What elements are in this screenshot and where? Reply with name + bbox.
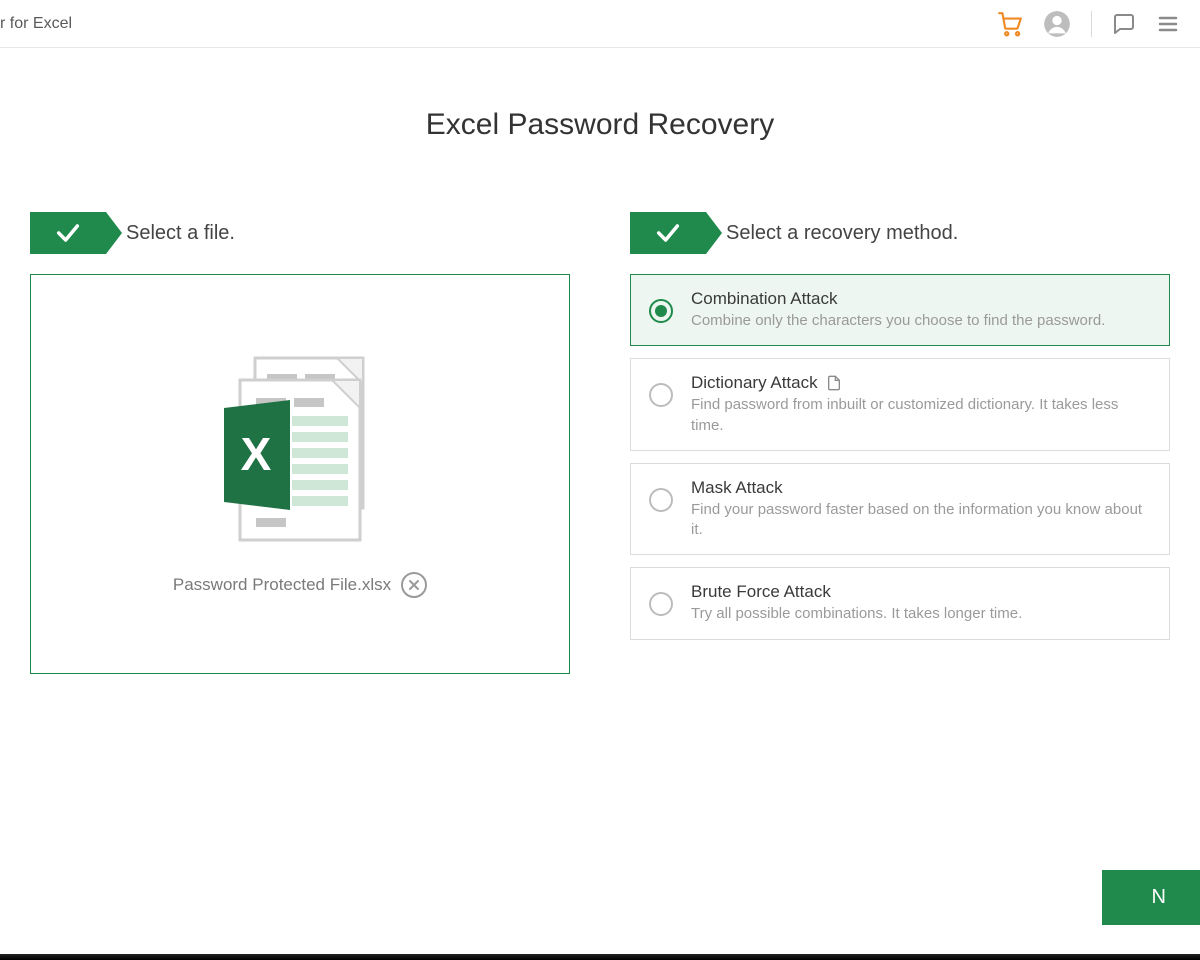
radio-button[interactable] [649, 592, 673, 616]
method-option-3[interactable]: Brute Force AttackTry all possible combi… [630, 567, 1170, 639]
method-description: Combine only the characters you choose t… [691, 311, 1105, 331]
method-description: Try all possible combinations. It takes … [691, 604, 1022, 624]
topbar: r for Excel [0, 0, 1200, 48]
methods-list: Combination AttackCombine only the chara… [630, 274, 1170, 640]
step1-header: Select a file. [30, 212, 570, 254]
method-title: Mask Attack [691, 478, 1151, 498]
step1-label: Select a file. [126, 222, 235, 245]
excel-file-icon: X [210, 350, 390, 550]
method-title-text: Brute Force Attack [691, 582, 831, 602]
main: Excel Password Recovery Select a file. [0, 108, 1200, 960]
file-dropzone[interactable]: X Password Protected File.xlsx [30, 274, 570, 674]
method-title-text: Mask Attack [691, 478, 783, 498]
radio-button[interactable] [649, 299, 673, 323]
page-title: Excel Password Recovery [0, 108, 1200, 142]
user-icon[interactable] [1043, 10, 1071, 38]
remove-file-button[interactable] [401, 572, 427, 598]
check-icon [54, 219, 82, 247]
method-title-text: Dictionary Attack [691, 373, 818, 393]
method-option-2[interactable]: Mask AttackFind your password faster bas… [630, 463, 1170, 556]
method-title: Dictionary Attack [691, 373, 1151, 393]
cart-icon[interactable] [997, 11, 1023, 37]
next-button[interactable]: N [1102, 870, 1200, 925]
step2-badge [630, 212, 706, 254]
method-body: Mask AttackFind your password faster bas… [691, 478, 1151, 541]
file-settings-icon[interactable] [826, 375, 842, 391]
method-title: Combination Attack [691, 289, 1105, 309]
method-body: Brute Force AttackTry all possible combi… [691, 582, 1022, 624]
step2-label: Select a recovery method. [726, 222, 958, 245]
svg-text:X: X [241, 428, 272, 480]
topbar-icons [997, 10, 1180, 38]
menu-icon[interactable] [1156, 12, 1180, 36]
next-row: N [1102, 870, 1200, 925]
method-option-1[interactable]: Dictionary AttackFind password from inbu… [630, 358, 1170, 451]
step2-header: Select a recovery method. [630, 212, 1170, 254]
radio-button[interactable] [649, 488, 673, 512]
select-file-column: Select a file. [30, 212, 570, 674]
topbar-divider [1091, 11, 1092, 37]
app-title: r for Excel [0, 15, 72, 33]
feedback-icon[interactable] [1112, 12, 1136, 36]
check-icon [654, 219, 682, 247]
file-name: Password Protected File.xlsx [173, 575, 391, 595]
method-description: Find your password faster based on the i… [691, 500, 1151, 541]
file-name-row: Password Protected File.xlsx [173, 572, 427, 598]
columns: Select a file. [0, 212, 1200, 674]
method-title: Brute Force Attack [691, 582, 1022, 602]
radio-dot [655, 305, 667, 317]
select-method-column: Select a recovery method. Combination At… [630, 212, 1170, 674]
taskbar-edge [0, 954, 1200, 960]
method-body: Dictionary AttackFind password from inbu… [691, 373, 1151, 436]
method-option-0[interactable]: Combination AttackCombine only the chara… [630, 274, 1170, 346]
step1-badge [30, 212, 106, 254]
close-icon [408, 579, 420, 591]
method-description: Find password from inbuilt or customized… [691, 395, 1151, 436]
method-title-text: Combination Attack [691, 289, 837, 309]
radio-button[interactable] [649, 383, 673, 407]
method-body: Combination AttackCombine only the chara… [691, 289, 1105, 331]
